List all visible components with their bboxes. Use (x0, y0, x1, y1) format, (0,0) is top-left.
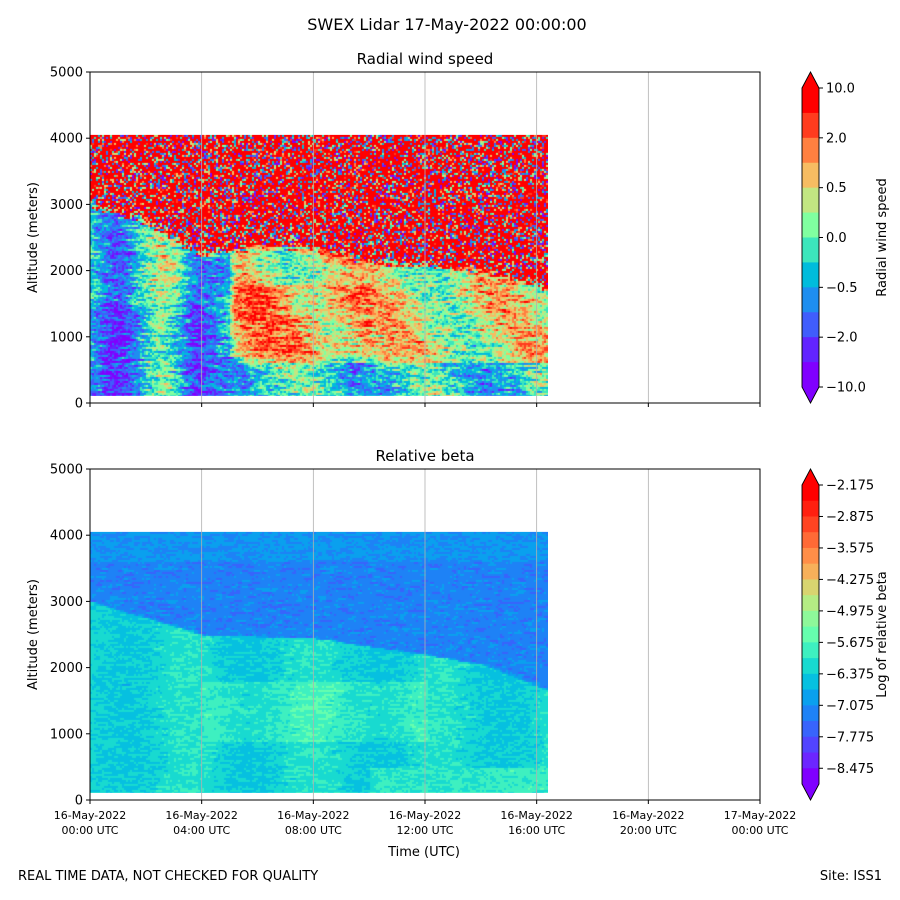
colorbar-tick-label: −7.775 (826, 730, 874, 745)
colorbar-tick-label: −4.975 (826, 604, 874, 619)
colorbar-label: Log of relative beta (875, 571, 890, 698)
x-tick-label-date: 16-May-2022 (277, 809, 349, 822)
colorbar-tick-label: −2.0 (826, 331, 858, 346)
colorbar-segment (802, 752, 819, 769)
x-tick-label-time: 08:00 UTC (285, 824, 342, 837)
heatmap-image (90, 134, 548, 396)
panel-title: Radial wind speed (357, 50, 494, 68)
x-tick-label-time: 20:00 UTC (620, 824, 677, 837)
colorbar-segment (802, 689, 819, 706)
colorbar-segment (802, 721, 819, 738)
x-tick-label-date: 16-May-2022 (500, 809, 572, 822)
y-tick-label: 3000 (50, 595, 83, 610)
panel-title: Relative beta (375, 447, 474, 465)
x-tick-label-date: 16-May-2022 (612, 809, 684, 822)
colorbar-tick-label: 10.0 (826, 82, 855, 97)
y-tick-label: 2000 (50, 264, 83, 279)
colorbar-tick-label: 0.5 (826, 181, 847, 196)
colorbar-segment (802, 610, 819, 628)
y-tick-label: 5000 (50, 463, 83, 478)
colorbar-label: Radial wind speed (875, 178, 890, 296)
x-tick-label-date: 17-May-2022 (724, 809, 796, 822)
colorbar-segment (802, 658, 819, 675)
x-tick-label-time: 16:00 UTC (508, 824, 565, 837)
y-tick-label: 2000 (50, 661, 83, 676)
colorbar-tick-label: 2.0 (826, 131, 847, 146)
panel-relative-beta: 0 1000 2000 3000 4000 5000 16-May-2022 00:00 UT… (26, 447, 890, 860)
colorbar-segment (802, 516, 819, 533)
charts: 0 1000 2000 3000 4000 5000 Radial wind speed Al… (26, 50, 890, 860)
colorbar-tick-label: −10.0 (826, 381, 866, 396)
colorbar-segment (802, 485, 819, 502)
colorbar: −2.175 −2.875 −3.575 −4.275 −4.975 −5.675 −6.3… (801, 468, 890, 801)
colorbar-segment (802, 547, 819, 565)
x-tick-label-time: 00:00 UTC (61, 824, 118, 837)
colorbar-extend-max (802, 72, 819, 88)
x-tick-label-time: 12:00 UTC (396, 824, 453, 837)
colorbar-tick-label: −4.275 (826, 573, 874, 588)
x-tick-label-date: 16-May-2022 (54, 809, 126, 822)
colorbar-segment (802, 287, 819, 313)
colorbar-tick-label: −2.175 (826, 479, 874, 494)
x-tick-label-date: 16-May-2022 (389, 809, 461, 822)
colorbar: 10.0 2.0 0.5 0.0 −0.5 −2.0 −10.0 Radial wind sp… (801, 71, 890, 404)
heatmap-image (90, 531, 548, 793)
colorbar-segment (802, 88, 819, 114)
colorbar-tick-label: −3.575 (826, 541, 874, 556)
colorbar-segment (802, 736, 819, 754)
x-tick-label-time: 00:00 UTC (731, 824, 788, 837)
colorbar-segment (802, 237, 819, 264)
colorbar-segment (802, 362, 819, 388)
colorbar-tick-label: −2.875 (826, 510, 874, 525)
y-axis-label: Altitude (meters) (26, 182, 41, 293)
panel-radial-wind-speed: 0 1000 2000 3000 4000 5000 Radial wind speed Al… (26, 50, 890, 412)
colorbar-segment (802, 262, 819, 288)
x-tick-label-time: 04:00 UTC (173, 824, 230, 837)
y-tick-label: 5000 (50, 66, 83, 81)
y-tick-label: 1000 (50, 330, 83, 345)
colorbar-segment (802, 187, 819, 214)
colorbar-segment (802, 642, 819, 659)
colorbar-tick-label: −7.075 (826, 699, 874, 714)
colorbar-extend-min (802, 387, 819, 403)
figure-title: SWEX Lidar 17-May-2022 00:00:00 (307, 15, 586, 34)
colorbar-segment (802, 532, 819, 549)
y-tick-label: 1000 (50, 727, 83, 742)
x-tick-label-date: 16-May-2022 (165, 809, 237, 822)
colorbar-extend-max (802, 469, 819, 485)
y-tick-label: 4000 (50, 132, 83, 147)
colorbar-segment (802, 579, 819, 596)
colorbar-segment (802, 312, 819, 338)
colorbar-segment (802, 212, 819, 239)
x-axis-label: Time (UTC) (387, 845, 460, 860)
y-axis-label: Altitude (meters) (26, 579, 41, 690)
colorbar-segment (802, 673, 819, 691)
colorbar-segment (802, 563, 819, 581)
colorbar-segment (802, 337, 819, 363)
y-tick-label: 0 (75, 794, 83, 809)
colorbar-extend-min (802, 784, 819, 800)
colorbar-tick-label: −5.675 (826, 636, 874, 651)
colorbar-tick-label: 0.0 (826, 231, 847, 246)
colorbar-segment (802, 112, 819, 139)
y-tick-label: 3000 (50, 198, 83, 213)
colorbar-segment (802, 626, 819, 643)
colorbar-segment (802, 705, 819, 722)
colorbar-segment (802, 162, 819, 189)
colorbar-tick-label: −0.5 (826, 281, 858, 296)
colorbar-outline (801, 468, 820, 801)
colorbar-segment (802, 137, 819, 164)
colorbar-tick-label: −8.475 (826, 762, 874, 777)
colorbar-segment (802, 768, 819, 785)
y-tick-label: 4000 (50, 529, 83, 544)
site-label: Site: ISS1 (819, 869, 882, 884)
colorbar-segment (802, 595, 819, 612)
y-tick-label: 0 (75, 397, 83, 412)
colorbar-tick-label: −6.375 (826, 667, 874, 682)
quality-disclaimer: REAL TIME DATA, NOT CHECKED FOR QUALITY (18, 869, 319, 884)
colorbar-segment (802, 500, 819, 518)
